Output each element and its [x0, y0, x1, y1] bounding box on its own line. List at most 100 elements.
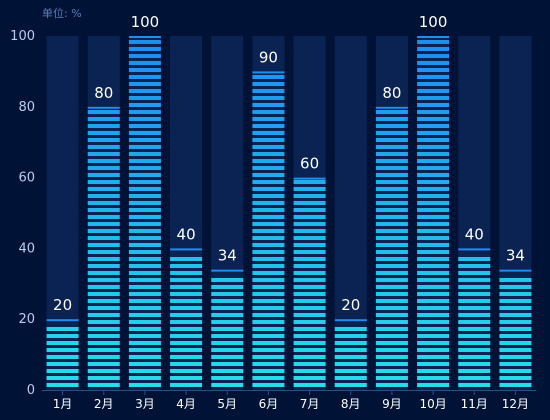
bar-segment — [375, 341, 408, 345]
bar-segment — [334, 334, 367, 338]
bar-segment — [87, 313, 120, 317]
bar-segment — [87, 362, 120, 366]
bar-segment — [87, 145, 120, 149]
bar-segment — [499, 313, 532, 317]
bar-segment — [375, 334, 408, 338]
bar-segment — [417, 201, 450, 205]
bars — [46, 36, 532, 387]
bar-segment — [458, 264, 491, 268]
bar-segment — [252, 264, 285, 268]
bar-segment — [46, 376, 79, 380]
bar-segment — [499, 376, 532, 380]
bar-segment — [499, 285, 532, 289]
bar-segment — [293, 278, 326, 282]
bar-segment — [458, 348, 491, 352]
bar-segment — [128, 313, 161, 317]
data-label: 40 — [177, 225, 196, 243]
bar-segment — [252, 145, 285, 149]
bar-segment — [293, 327, 326, 331]
bar-segment — [417, 271, 450, 275]
bar-segment — [417, 355, 450, 359]
bar-segment — [499, 320, 532, 324]
bar-segment — [128, 103, 161, 107]
bar-segment — [293, 243, 326, 247]
bar-segment — [334, 327, 367, 331]
bar-segment — [417, 145, 450, 149]
bar-segment — [499, 334, 532, 338]
bar-segment — [211, 383, 244, 387]
bar-segment — [87, 194, 120, 198]
bar-segment — [293, 194, 326, 198]
data-label: 20 — [341, 296, 360, 314]
bar-segment — [375, 145, 408, 149]
bar-segment — [293, 362, 326, 366]
bar-segment — [417, 40, 450, 44]
bar-segment — [128, 271, 161, 275]
bar-segment — [293, 306, 326, 310]
bar-segment — [128, 82, 161, 86]
bar-segment — [252, 180, 285, 184]
bar-segment — [417, 89, 450, 93]
bar-segment — [375, 166, 408, 170]
bar-segment — [211, 369, 244, 373]
bar-segment — [458, 369, 491, 373]
bar-segment — [375, 376, 408, 380]
bar-segment — [211, 278, 244, 282]
bar-segment — [375, 215, 408, 219]
bar-segment — [458, 306, 491, 310]
bar-segment — [375, 369, 408, 373]
bar-segment — [293, 334, 326, 338]
bar-segment — [128, 292, 161, 296]
bar-segment — [375, 257, 408, 261]
bar-segment — [375, 362, 408, 366]
bar-segment — [458, 320, 491, 324]
bar-segment — [252, 355, 285, 359]
bar-segment — [375, 285, 408, 289]
bar-segment — [128, 40, 161, 44]
bar-segment — [128, 131, 161, 135]
bar-segment — [499, 299, 532, 303]
bar-segment — [87, 124, 120, 128]
bar — [499, 269, 532, 387]
bar-segment — [128, 145, 161, 149]
bar-segment — [375, 173, 408, 177]
bar-segment — [252, 96, 285, 100]
bar-segment — [417, 180, 450, 184]
bar-segment — [458, 327, 491, 331]
bar-segment — [375, 187, 408, 191]
bar-segment — [252, 271, 285, 275]
bar-segment — [417, 194, 450, 198]
bar-segment — [293, 313, 326, 317]
bar-segment — [417, 348, 450, 352]
bar-segment — [417, 383, 450, 387]
bar-segment — [375, 243, 408, 247]
bar-segment — [417, 82, 450, 86]
bar-cap — [417, 36, 450, 38]
bar-segment — [293, 229, 326, 233]
bar-segment — [252, 250, 285, 254]
bar-segment — [417, 117, 450, 121]
bar-segment — [128, 208, 161, 212]
bar-segment — [170, 264, 203, 268]
bar-segment — [375, 222, 408, 226]
bar-segment — [128, 285, 161, 289]
data-label: 80 — [382, 84, 401, 102]
bar-segment — [458, 271, 491, 275]
bar-segment — [252, 362, 285, 366]
bar-segment — [293, 348, 326, 352]
bar-segment — [252, 383, 285, 387]
bar-segment — [211, 341, 244, 345]
bar-segment — [87, 285, 120, 289]
bar-segment — [417, 306, 450, 310]
bar-segment — [499, 278, 532, 282]
bar-segment — [417, 292, 450, 296]
x-tick-label: 1月 — [53, 397, 73, 411]
bar-segment — [252, 292, 285, 296]
bar-segment — [87, 159, 120, 163]
bar-cap — [293, 177, 326, 180]
bar-segment — [252, 348, 285, 352]
bar-segment — [211, 362, 244, 366]
bar-segment — [128, 278, 161, 282]
bar-segment — [458, 341, 491, 345]
bar-segment — [375, 299, 408, 303]
